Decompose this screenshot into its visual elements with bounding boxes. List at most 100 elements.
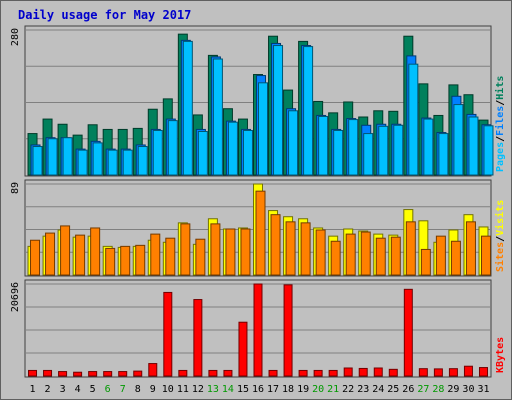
bar-pages-5	[92, 142, 103, 176]
x-tick-label-7: 7	[120, 384, 126, 395]
bar-kbytes-12	[193, 299, 203, 377]
bar-pages-11	[182, 40, 193, 176]
x-tick-label-26: 26	[402, 384, 414, 395]
bar-kbytes-20	[313, 369, 323, 377]
bar-kbytes-23	[358, 367, 368, 377]
bar-sites-17	[270, 214, 281, 276]
bar-sites-6	[105, 247, 116, 276]
bar-sites-29	[450, 240, 461, 276]
bar-pages-15	[242, 129, 253, 176]
x-tick-label-20: 20	[312, 384, 324, 395]
bar-kbytes-11	[178, 369, 188, 377]
bar-pages-2	[47, 138, 58, 176]
bar-kbytes-31	[478, 367, 488, 377]
bar-kbytes-5	[88, 371, 98, 377]
legend-separator: /	[495, 136, 506, 142]
series-kbytes	[28, 283, 488, 377]
bar-pages-4	[77, 149, 88, 176]
bar-sites-3	[60, 225, 71, 276]
bar-pages-20	[318, 115, 329, 176]
bar-pages-10	[167, 120, 178, 176]
x-tick-label-27: 27	[417, 384, 429, 395]
bar-kbytes-22	[343, 367, 353, 377]
bar-pages-19	[303, 46, 314, 176]
x-tick-label-10: 10	[162, 384, 174, 395]
bar-sites-18	[285, 221, 296, 276]
x-tick-label-31: 31	[477, 384, 489, 395]
bar-kbytes-10	[163, 291, 173, 377]
bar-kbytes-14	[223, 369, 233, 377]
x-tick-label-13: 13	[207, 384, 219, 395]
x-tick-label-22: 22	[342, 384, 354, 395]
bar-pages-17	[273, 45, 284, 176]
bar-kbytes-24	[373, 367, 383, 377]
legend-item: Sites	[494, 242, 506, 272]
legend-visits-sites: Sites/Visits	[494, 200, 506, 272]
bar-sites-31	[480, 235, 491, 276]
bar-kbytes-13	[208, 369, 218, 377]
x-tick-label-6: 6	[105, 384, 111, 395]
panel-kbytes: 20696 KBytes	[10, 279, 506, 378]
bar-pages-6	[107, 149, 118, 176]
bar-pages-8	[137, 146, 148, 176]
bar-sites-16	[255, 190, 266, 276]
bar-kbytes-6	[103, 371, 113, 377]
bar-sites-20	[315, 229, 326, 276]
x-tick-label-8: 8	[135, 384, 141, 395]
x-tick-label-15: 15	[237, 384, 249, 395]
y-max-label: 89	[10, 182, 21, 194]
legend-item: Files	[494, 106, 506, 136]
bar-sites-12	[195, 238, 206, 276]
bar-kbytes-1	[28, 369, 38, 377]
series-pages	[32, 40, 494, 176]
bar-kbytes-18	[283, 284, 293, 377]
x-tick-label-24: 24	[372, 384, 384, 395]
bar-kbytes-3	[58, 371, 68, 377]
bar-sites-15	[240, 228, 251, 276]
series-sites	[30, 190, 491, 276]
bar-kbytes-25	[388, 368, 398, 377]
legend-separator: /	[495, 100, 506, 106]
bar-sites-25	[390, 236, 401, 276]
x-tick-label-17: 17	[267, 384, 279, 395]
bar-pages-29	[453, 104, 464, 176]
bar-kbytes-15	[238, 321, 248, 377]
bar-sites-10	[165, 237, 176, 276]
bar-kbytes-17	[268, 369, 278, 377]
legend-item: Pages	[495, 142, 506, 172]
bar-kbytes-19	[298, 369, 308, 377]
bar-kbytes-2	[43, 369, 53, 377]
bar-sites-7	[120, 245, 131, 276]
bar-sites-5	[90, 227, 101, 276]
bar-pages-14	[227, 121, 238, 176]
bar-pages-28	[438, 133, 449, 176]
x-tick-label-18: 18	[282, 384, 294, 395]
bar-kbytes-16	[253, 283, 263, 377]
bar-kbytes-9	[148, 363, 158, 377]
bar-sites-1	[30, 239, 41, 276]
bar-pages-1	[32, 146, 43, 176]
bar-sites-9	[150, 233, 161, 276]
bar-pages-18	[288, 110, 299, 176]
bar-sites-28	[435, 235, 446, 276]
bar-pages-12	[197, 131, 208, 176]
bar-sites-8	[135, 244, 146, 276]
bar-sites-22	[345, 233, 356, 276]
bar-pages-31	[483, 125, 494, 176]
bar-sites-30	[465, 221, 476, 276]
bar-kbytes-27	[418, 368, 428, 377]
x-tick-label-4: 4	[75, 384, 81, 395]
bar-kbytes-8	[133, 370, 143, 377]
x-tick-label-2: 2	[45, 384, 51, 395]
bar-pages-7	[122, 149, 133, 176]
x-tick-label-23: 23	[357, 384, 369, 395]
bar-pages-26	[408, 63, 419, 176]
x-tick-label-9: 9	[150, 384, 156, 395]
bar-pages-23	[363, 133, 374, 176]
x-tick-label-11: 11	[177, 384, 189, 395]
x-tick-label-1: 1	[30, 384, 36, 395]
